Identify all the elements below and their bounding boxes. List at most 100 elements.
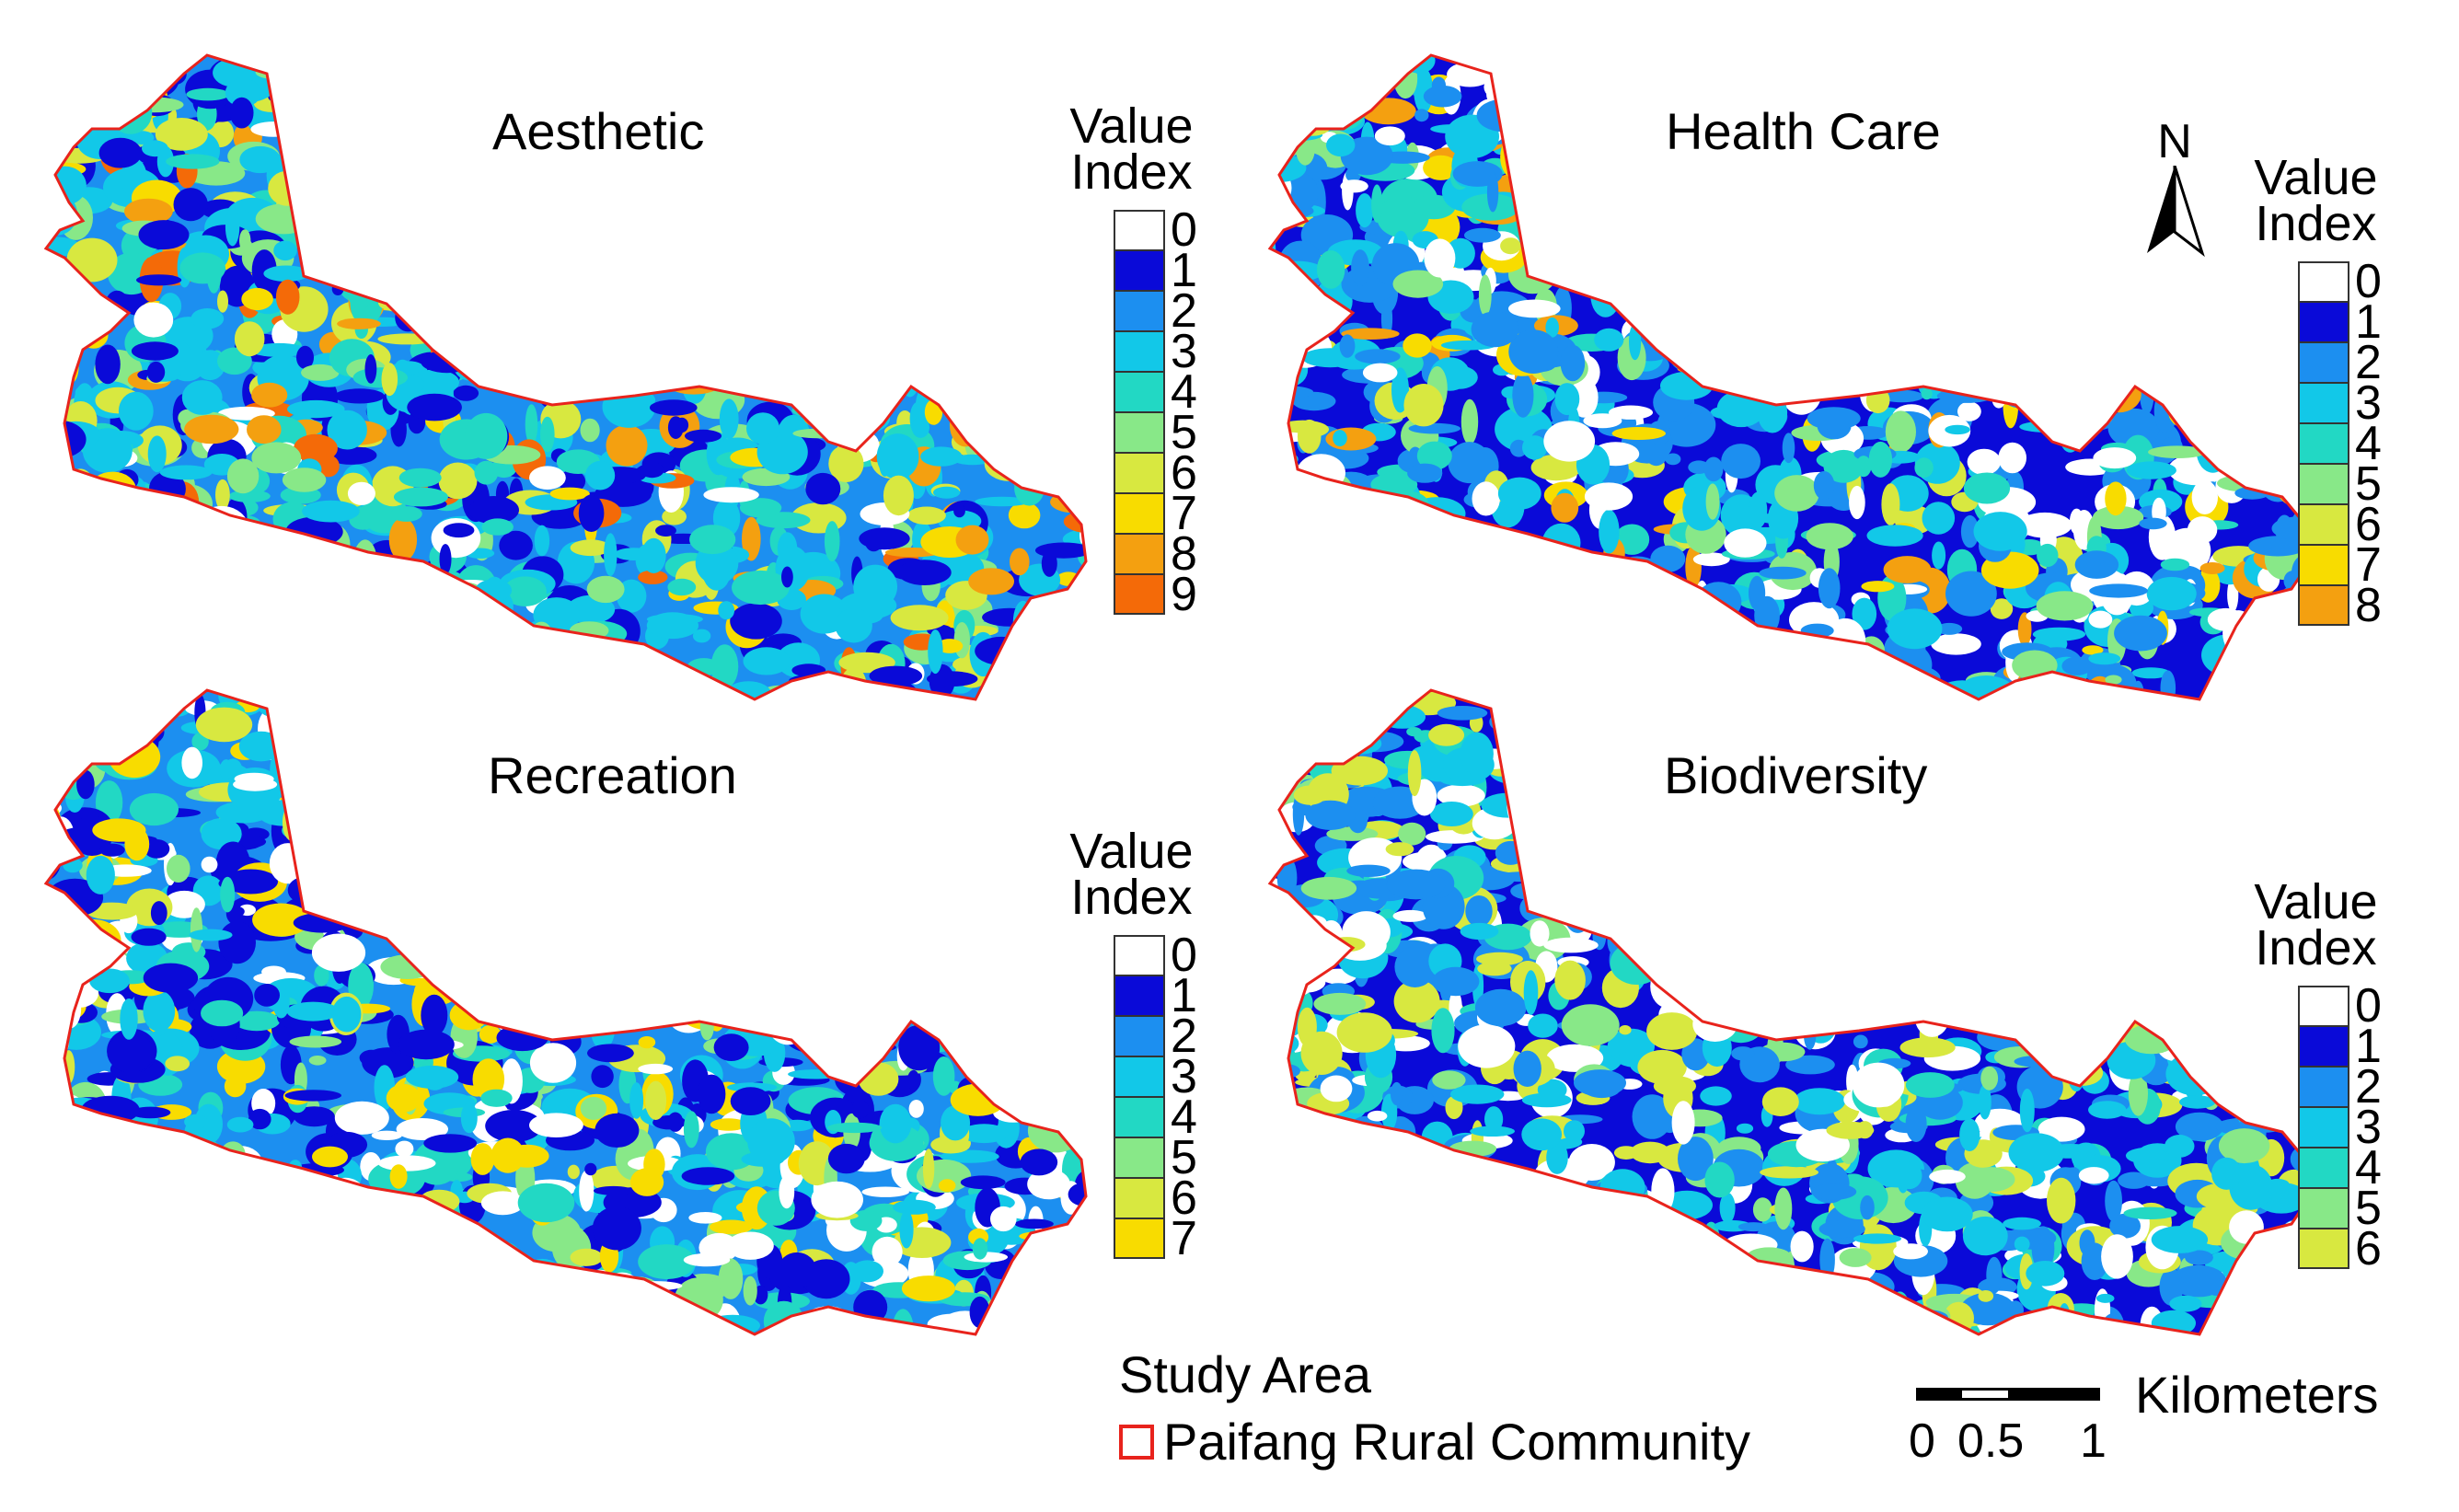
map-patch bbox=[1720, 260, 1752, 296]
map-patch bbox=[2176, 262, 2207, 305]
map-patch bbox=[2088, 138, 2113, 167]
map-patch bbox=[2123, 279, 2146, 324]
map-patch bbox=[503, 576, 547, 606]
map-patch bbox=[1976, 166, 2035, 194]
map-patch bbox=[2095, 863, 2124, 875]
map-patch bbox=[2005, 122, 2041, 156]
map-patch bbox=[1953, 296, 1988, 329]
map-patch bbox=[1796, 241, 1810, 282]
map-patch bbox=[380, 1269, 425, 1311]
map-patch bbox=[707, 176, 743, 190]
map-patch bbox=[765, 896, 792, 931]
map-patch bbox=[722, 876, 748, 897]
map-patch bbox=[977, 195, 1022, 213]
map-patch bbox=[150, 901, 167, 926]
map-patch bbox=[474, 460, 499, 485]
map-patch bbox=[46, 1082, 77, 1116]
map-patch bbox=[424, 913, 459, 936]
map-patch bbox=[1493, 590, 1516, 624]
map-patch bbox=[2016, 701, 2051, 747]
map-patch bbox=[856, 758, 913, 792]
map-patch bbox=[1303, 659, 1320, 671]
map-patch bbox=[1017, 329, 1056, 355]
map-patch bbox=[836, 973, 856, 1019]
map-patch bbox=[892, 884, 919, 901]
map-patch bbox=[2111, 95, 2166, 110]
map-patch bbox=[827, 64, 883, 91]
map-patch bbox=[864, 865, 889, 895]
map-patch bbox=[1426, 830, 1484, 844]
map-patch bbox=[1364, 569, 1418, 586]
map-patch bbox=[1853, 1034, 1868, 1049]
map-patch bbox=[895, 989, 927, 999]
map-patch bbox=[1335, 1305, 1392, 1332]
map-patch bbox=[409, 615, 455, 652]
map-patch bbox=[1808, 1301, 1856, 1322]
map-patch bbox=[210, 1311, 256, 1334]
map-patch bbox=[851, 1100, 870, 1119]
map-patch bbox=[1945, 272, 1971, 314]
map-patch bbox=[717, 102, 755, 132]
map-patch bbox=[1514, 1215, 1528, 1245]
map-patch bbox=[679, 919, 711, 943]
map-patch bbox=[1813, 65, 1853, 104]
map-patch bbox=[1270, 309, 1276, 345]
map-patch bbox=[314, 964, 329, 987]
map-patch bbox=[1432, 1070, 1466, 1090]
map-patch bbox=[849, 1017, 890, 1061]
map-patch bbox=[1545, 317, 1559, 338]
map-patch bbox=[1607, 190, 1632, 202]
map-patch bbox=[69, 691, 111, 719]
map-patch bbox=[2252, 1306, 2303, 1334]
map-patch bbox=[2191, 479, 2218, 514]
map-patch bbox=[2049, 233, 2086, 270]
map-patch bbox=[46, 997, 49, 1042]
map-patch bbox=[507, 825, 561, 838]
map-patch bbox=[1770, 850, 1817, 887]
map-patch bbox=[512, 983, 526, 1008]
map-patch bbox=[1287, 459, 1301, 497]
map-patch bbox=[239, 145, 281, 174]
map-patch bbox=[932, 975, 976, 1000]
map-patch bbox=[1934, 793, 1969, 804]
map-patch bbox=[1618, 215, 1641, 247]
map-patch bbox=[788, 890, 827, 919]
map-patch bbox=[1781, 635, 1806, 663]
map-patch bbox=[1279, 555, 1329, 571]
map-patch bbox=[407, 617, 443, 632]
map-patch bbox=[1531, 785, 1576, 825]
map-patch bbox=[646, 271, 692, 285]
map-patch bbox=[1356, 507, 1384, 537]
map-patch bbox=[845, 832, 903, 847]
map-patch bbox=[356, 151, 402, 187]
map-patch bbox=[223, 869, 278, 895]
map-patch bbox=[1599, 509, 1620, 554]
map-patch bbox=[725, 681, 771, 699]
map-patch bbox=[1413, 593, 1472, 626]
map-patch bbox=[585, 1317, 622, 1330]
map-patch bbox=[724, 967, 761, 987]
map-patch bbox=[669, 206, 729, 252]
map-patch bbox=[326, 1211, 381, 1239]
map-patch bbox=[1955, 90, 2005, 132]
map-patch bbox=[453, 385, 479, 401]
map-patch bbox=[681, 1167, 735, 1185]
map-patch bbox=[1509, 97, 1567, 132]
map-patch bbox=[1934, 818, 1980, 842]
map-patch bbox=[898, 93, 921, 109]
map-patch bbox=[1785, 1055, 1835, 1075]
map-patch bbox=[219, 1289, 264, 1309]
map-patch bbox=[173, 188, 208, 222]
map-patch bbox=[1578, 858, 1607, 875]
map-patch bbox=[631, 251, 670, 294]
map-patch bbox=[673, 908, 714, 931]
map-patch bbox=[851, 303, 903, 322]
map-patch bbox=[1395, 514, 1444, 543]
map-patch bbox=[1270, 386, 1314, 399]
map-patch bbox=[1983, 840, 2029, 870]
map-patch bbox=[2138, 825, 2187, 858]
map-patch bbox=[525, 60, 542, 75]
map-patch bbox=[610, 244, 647, 256]
map-patch bbox=[922, 755, 981, 779]
map-patch bbox=[1004, 1275, 1044, 1315]
